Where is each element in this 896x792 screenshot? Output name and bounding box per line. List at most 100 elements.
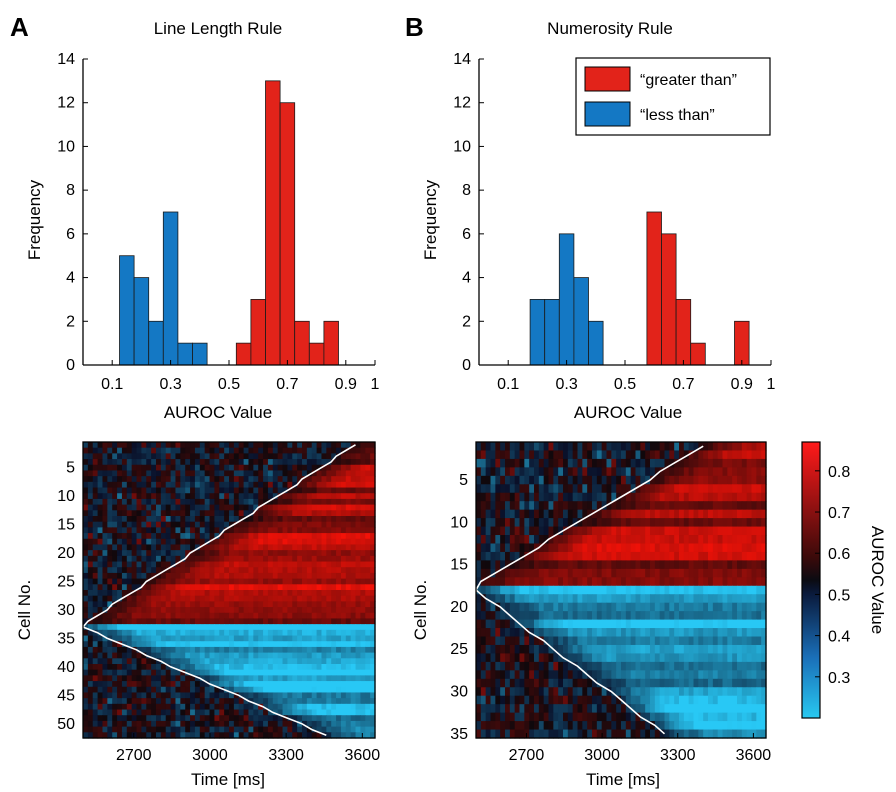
heatmap-cell bbox=[761, 611, 767, 621]
heatmap-cell bbox=[321, 447, 327, 454]
heatmap-cell bbox=[336, 459, 342, 466]
heatmap-cell bbox=[136, 578, 142, 585]
heatmap-cell bbox=[553, 450, 559, 460]
heatmap-cell bbox=[345, 578, 352, 585]
heatmap-cell bbox=[650, 526, 656, 536]
heatmap-cell bbox=[92, 618, 99, 625]
heatmap-cell bbox=[476, 577, 482, 587]
heatmap-cell bbox=[151, 584, 157, 591]
heatmap-cell bbox=[292, 658, 298, 665]
heatmap-cell bbox=[708, 509, 714, 519]
heatmap-cell bbox=[185, 607, 191, 614]
heatmap-cell bbox=[160, 470, 167, 477]
heatmap-cell bbox=[83, 590, 89, 597]
heatmap-cell bbox=[509, 644, 516, 655]
heatmap-cell bbox=[370, 692, 376, 699]
heatmap-cell bbox=[170, 447, 177, 454]
heatmap-cell bbox=[703, 611, 709, 621]
heatmap-cell bbox=[121, 584, 128, 591]
heatmap-cell bbox=[683, 653, 690, 663]
heatmap-cell bbox=[485, 611, 492, 621]
heatmap-cell bbox=[514, 602, 521, 612]
heatmap-cell bbox=[117, 686, 123, 694]
heatmap-cell bbox=[717, 467, 724, 477]
heatmap-cell bbox=[238, 720, 245, 728]
heatmap-cell bbox=[151, 726, 157, 733]
heatmap-cell bbox=[360, 470, 366, 477]
heatmap-cell bbox=[326, 533, 332, 540]
heatmap-cell bbox=[350, 550, 357, 557]
heatmap-cell bbox=[548, 458, 554, 468]
heatmap-cell bbox=[567, 560, 574, 570]
heatmap-cell bbox=[355, 607, 361, 614]
heatmap-cell bbox=[708, 492, 714, 502]
heatmap-cell bbox=[727, 568, 733, 578]
heatmap-cell bbox=[292, 698, 298, 705]
heatmap-cell bbox=[485, 535, 492, 545]
heatmap-cell bbox=[190, 664, 196, 671]
heatmap-cell bbox=[563, 619, 569, 629]
heatmap-cell bbox=[253, 476, 259, 483]
heatmap-cell bbox=[321, 527, 327, 534]
heatmap-cell bbox=[756, 636, 762, 646]
heatmap-cell bbox=[87, 720, 94, 728]
heatmap-cell bbox=[534, 560, 540, 570]
heatmap-cell bbox=[112, 567, 118, 574]
heatmap-cell bbox=[194, 550, 201, 557]
heatmap-cell bbox=[640, 492, 646, 502]
heatmap-cell bbox=[630, 467, 637, 477]
heatmap-cell bbox=[180, 544, 186, 551]
heatmap-cell bbox=[121, 487, 128, 494]
heatmap-cell bbox=[567, 543, 574, 553]
heatmap-cell bbox=[219, 459, 225, 466]
heatmap-cell bbox=[621, 568, 627, 578]
heatmap-cell bbox=[331, 453, 337, 460]
heatmap-cell bbox=[669, 585, 675, 595]
heatmap-cell bbox=[534, 678, 540, 688]
heatmap-cell bbox=[306, 459, 313, 466]
heatmap-cell bbox=[209, 498, 215, 506]
heatmap-cell bbox=[297, 544, 303, 551]
heatmap-cell bbox=[582, 585, 588, 595]
heatmap-cell bbox=[712, 644, 719, 655]
heatmap-cell bbox=[727, 636, 733, 646]
heatmap-cell bbox=[679, 594, 685, 604]
heatmap-cell bbox=[243, 692, 250, 699]
heatmap-cell bbox=[625, 585, 632, 595]
heatmap-cell bbox=[136, 590, 142, 597]
heatmap-cell bbox=[92, 481, 99, 489]
heatmap-cell bbox=[659, 585, 666, 595]
heatmap-cell bbox=[92, 470, 99, 477]
heatmap-cell bbox=[509, 509, 516, 519]
heatmap-cell bbox=[117, 629, 123, 637]
heatmap-cell bbox=[175, 595, 181, 602]
heatmap-cell bbox=[214, 510, 220, 517]
heatmap-cell bbox=[272, 493, 279, 500]
heatmap-cell bbox=[180, 675, 186, 682]
heatmap-cell bbox=[83, 498, 89, 506]
heatmap-cell bbox=[601, 467, 608, 477]
heatmap-cell bbox=[297, 590, 303, 597]
heatmap-cell bbox=[355, 442, 361, 449]
bars bbox=[529, 211, 750, 366]
heatmap-cell bbox=[659, 492, 666, 502]
heatmap-cell bbox=[674, 518, 680, 528]
heatmap-cell bbox=[131, 698, 138, 705]
heatmap-cell bbox=[165, 544, 172, 551]
heatmap-cell bbox=[582, 568, 588, 578]
heatmap-cell bbox=[370, 732, 376, 739]
heatmap-cell bbox=[331, 572, 337, 580]
heatmap-cell bbox=[567, 670, 574, 680]
x-tick-label: 1 bbox=[767, 376, 776, 393]
heatmap-cell bbox=[141, 521, 147, 528]
heatmap-cell bbox=[258, 510, 264, 517]
heatmap-cell bbox=[92, 584, 99, 591]
heatmap-cell bbox=[248, 652, 254, 659]
heatmap-cell bbox=[553, 628, 559, 638]
heatmap-cell bbox=[572, 619, 579, 629]
heatmap-cell bbox=[83, 612, 89, 620]
heatmap-cell bbox=[204, 442, 211, 449]
heatmap-cell bbox=[708, 577, 714, 587]
heatmap-cell bbox=[524, 611, 530, 621]
heatmap-cell bbox=[83, 584, 89, 591]
